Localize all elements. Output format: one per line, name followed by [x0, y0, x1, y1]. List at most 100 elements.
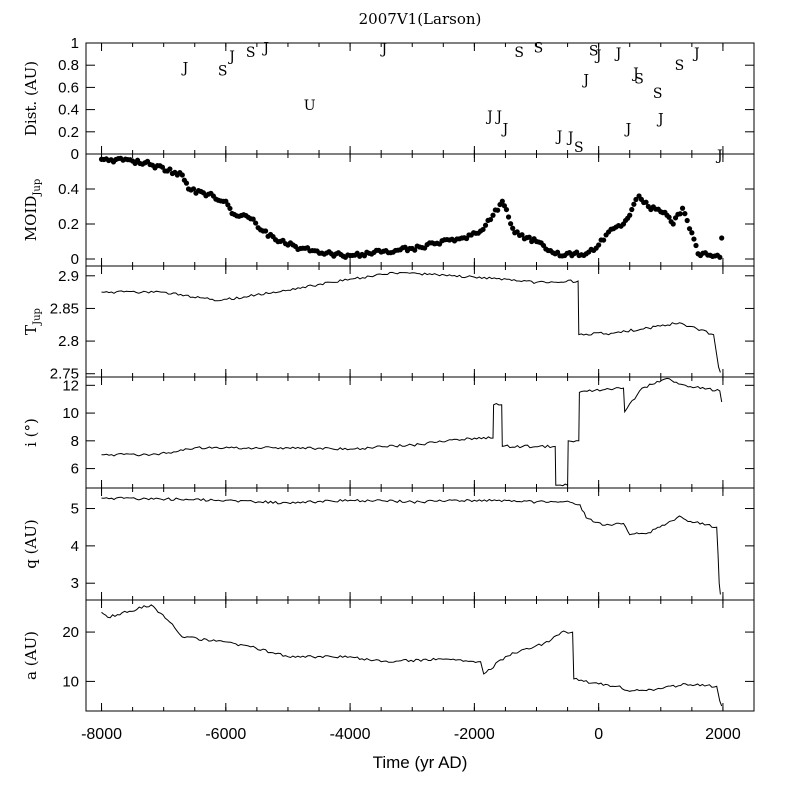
data-point: [250, 216, 256, 222]
y-tick-label: 2.85: [50, 300, 79, 317]
y-tick-label: 3: [71, 575, 79, 592]
planet-marker: J: [501, 121, 509, 137]
y-tick-label: 0: [71, 146, 79, 163]
y-tick-label: 10: [62, 405, 79, 422]
panel-incl: 6 8 10 12 i (°): [22, 376, 755, 489]
data-point: [631, 201, 637, 207]
data-point: [190, 186, 197, 192]
series-line: [101, 377, 723, 487]
data-point: [412, 247, 418, 253]
data-point: [490, 212, 496, 218]
planet-marker: S: [246, 45, 256, 61]
y-tick-label: 5: [71, 501, 79, 518]
planet-marker: J: [566, 130, 574, 146]
y-tick-label: 10: [62, 673, 79, 690]
y-tick-label: 0.6: [58, 79, 79, 96]
planet-marker: J: [555, 129, 563, 145]
data-point: [719, 235, 725, 241]
data-point: [183, 180, 190, 186]
y-tick-label: 2.8: [58, 333, 79, 350]
data-point: [503, 206, 510, 213]
data-point: [679, 205, 686, 211]
data-point: [627, 212, 633, 218]
data-point: [691, 236, 697, 242]
data-point: [495, 207, 501, 213]
data-point: [670, 221, 676, 227]
planet-marker: J: [227, 49, 235, 65]
x-axis-label: Time (yr AD): [373, 753, 468, 772]
y-tick-label: 8: [71, 433, 79, 450]
planet-marker: J: [656, 111, 664, 127]
planet-marker: J: [485, 109, 493, 125]
y-tick-label: 0.8: [58, 57, 79, 74]
data-point: [167, 166, 173, 172]
panel-frame: [85, 265, 755, 378]
data-point: [689, 230, 695, 236]
planet-marker: J: [594, 48, 602, 64]
planet-marker: J: [624, 121, 632, 137]
series-line: [101, 604, 723, 707]
planet-marker: S: [534, 40, 544, 56]
data-point: [629, 206, 635, 213]
y-tick-label: 2.75: [50, 366, 79, 383]
series-line: [101, 271, 721, 373]
data-point: [693, 242, 699, 249]
planet-marker: S: [218, 64, 228, 80]
y-axis-label: TJup: [22, 308, 43, 335]
x-tick-label: -6000: [205, 726, 246, 743]
data-point: [159, 164, 166, 170]
y-tick-label: 20: [62, 624, 79, 641]
planet-marker: S: [589, 44, 599, 60]
data-point: [227, 205, 233, 212]
data-point: [633, 196, 639, 203]
panel-q: 3 4 5 q (AU): [22, 487, 755, 601]
data-point: [262, 228, 269, 234]
y-tick-label: 1: [71, 35, 79, 52]
panel-frame: [85, 376, 755, 489]
data-point: [684, 217, 690, 224]
data-point: [601, 237, 607, 243]
data-point: [482, 222, 489, 228]
planet-marker: S: [634, 71, 644, 87]
planet-marker: J: [181, 60, 189, 76]
y-axis-label: MOIDJup: [22, 179, 43, 241]
data-point: [686, 226, 693, 232]
planet-marker: J: [631, 66, 639, 82]
planet-marker: J: [379, 41, 387, 57]
chart-title: 2007V1(Larson): [359, 10, 482, 28]
x-tick-label: 0: [594, 726, 603, 743]
data-point: [487, 216, 494, 223]
x-tick-label: -4000: [330, 726, 371, 743]
planet-marker: S: [514, 45, 524, 61]
planet-marker: J: [715, 148, 723, 164]
data-point: [682, 211, 688, 217]
x-tick-label: -8000: [81, 726, 122, 743]
planet-marker: J: [692, 46, 700, 62]
y-tick-label: 6: [71, 461, 79, 478]
data-point: [666, 214, 672, 220]
planet-marker: J: [614, 46, 622, 62]
y-axis-label: a (AU): [22, 631, 40, 680]
data-point: [510, 225, 516, 231]
y-axis-label: q (AU): [22, 519, 40, 569]
y-tick-label: 0.2: [58, 124, 79, 141]
planet-marker: U: [304, 98, 316, 114]
data-point: [519, 232, 525, 238]
data-point: [499, 198, 505, 204]
x-tick-label: -2000: [454, 726, 495, 743]
x-tick-label: 2000: [705, 726, 741, 743]
y-tick-label: 12: [62, 377, 79, 394]
data-point: [643, 199, 649, 205]
data-point: [508, 221, 514, 227]
data-point: [179, 172, 185, 178]
planet-marker: S: [574, 140, 584, 156]
panel-frame: [85, 487, 755, 601]
data-point: [253, 220, 259, 226]
panel-moid: 0 0.2 0.4 MOIDJup: [22, 153, 755, 268]
data-point: [596, 242, 602, 248]
planet-marker: J: [581, 73, 589, 89]
panel-frame: [85, 599, 755, 712]
data-point: [480, 226, 486, 233]
